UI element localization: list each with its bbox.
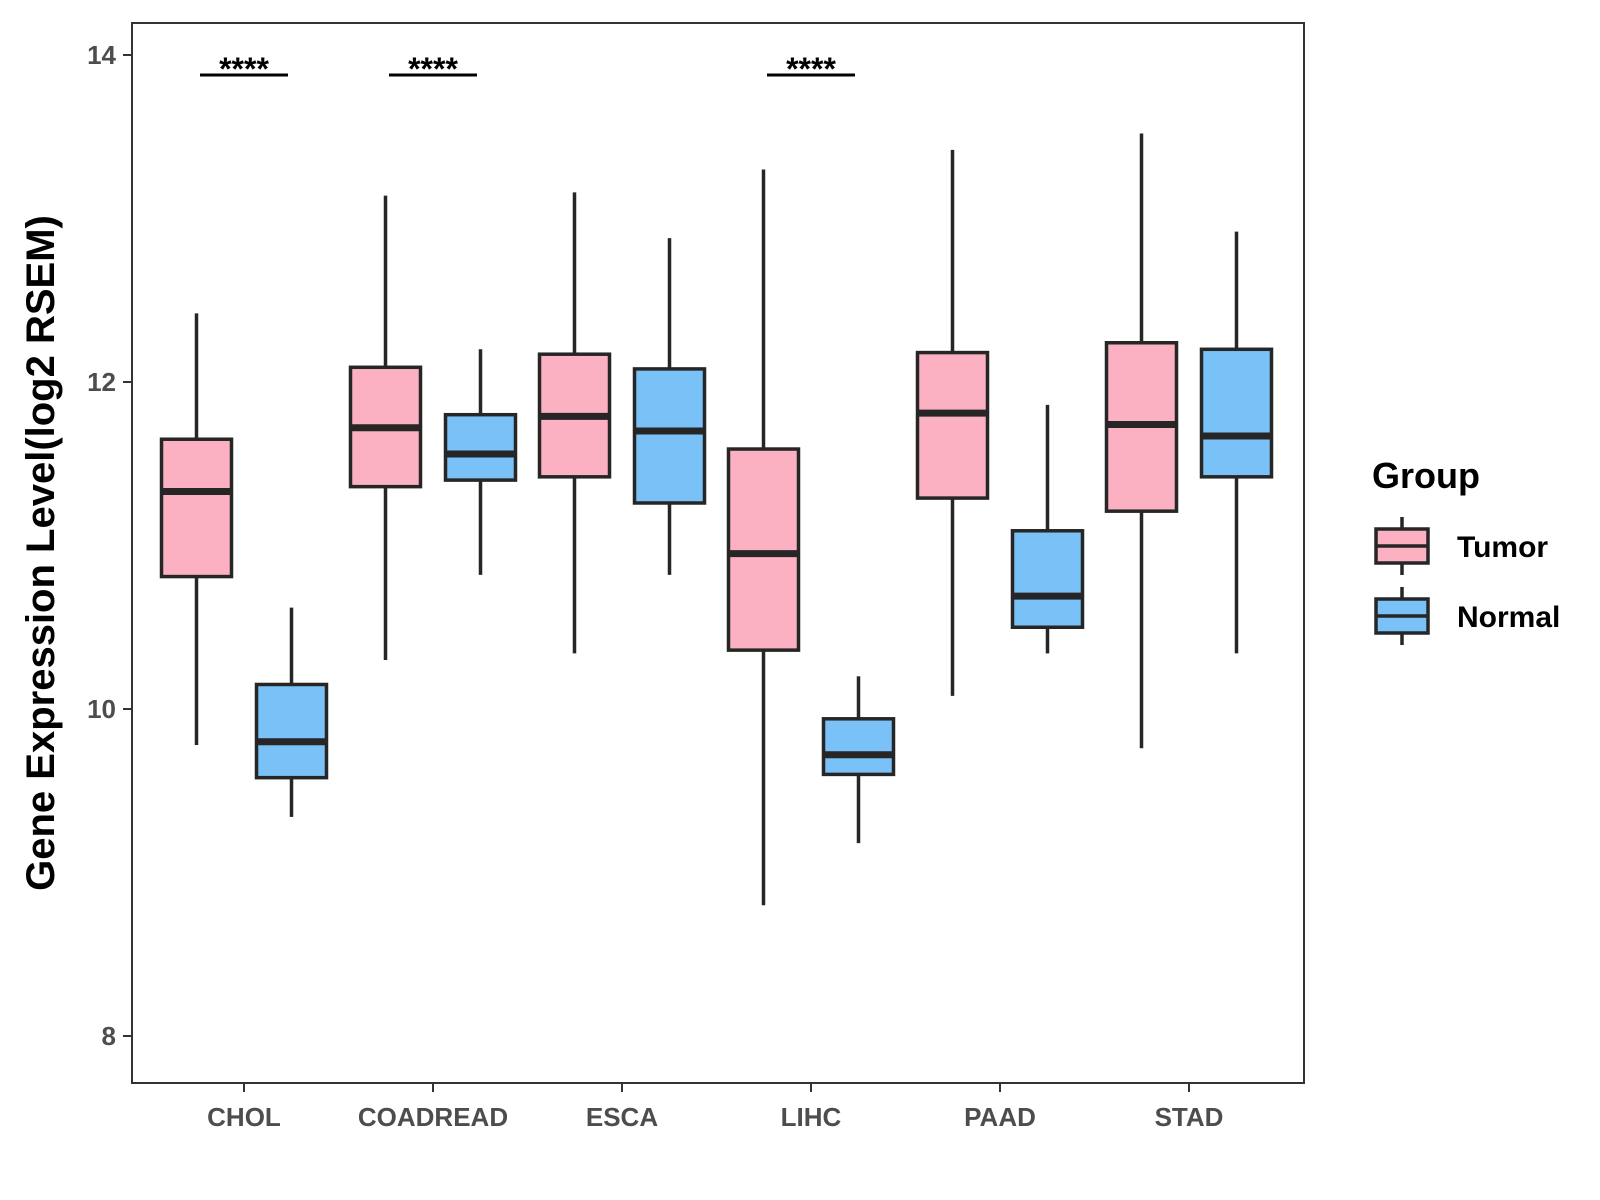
box-normal-chol: [254, 607, 329, 817]
legend-key-normal: [1374, 587, 1430, 645]
legend-item-tumor: Tumor: [1374, 517, 1548, 575]
legend-item-normal: Normal: [1374, 587, 1560, 645]
x-tick-label: ESCA: [586, 1102, 658, 1132]
legend-title: Group: [1372, 455, 1480, 496]
box-iqr: [1199, 347, 1274, 479]
box-iqr: [726, 447, 801, 652]
plot-content: **** **** ****: [159, 51, 1274, 906]
significance-lihc: ****: [767, 51, 855, 87]
box-tumor-coadread: [348, 195, 423, 660]
x-axis: CHOL COADREAD ESCA LIHC PAAD STAD: [207, 1083, 1223, 1132]
x-tick-label: PAAD: [964, 1102, 1036, 1132]
box-iqr: [632, 367, 707, 505]
x-tick-label: CHOL: [207, 1102, 281, 1132]
box-tumor-lihc: [726, 169, 801, 906]
box-tumor-esca: [537, 192, 612, 654]
significance-coadread: ****: [389, 51, 477, 87]
box-normal-paad: [1010, 404, 1085, 654]
significance-label: ****: [219, 51, 269, 87]
y-tick-label: 12: [87, 367, 116, 397]
box-tumor-stad: [1104, 133, 1179, 749]
legend-label: Normal: [1457, 601, 1560, 634]
box-tumor-paad: [915, 149, 990, 696]
significance-label: ****: [408, 51, 458, 87]
y-tick-label: 10: [87, 694, 116, 724]
legend-label: Tumor: [1457, 531, 1548, 564]
box-normal-esca: [632, 238, 707, 575]
x-tick-label: LIHC: [781, 1102, 842, 1132]
y-tick-label: 8: [102, 1021, 116, 1051]
legend-key-tumor: [1374, 517, 1430, 575]
box-iqr: [821, 717, 896, 777]
box-normal-lihc: [821, 676, 896, 844]
x-tick-label: COADREAD: [358, 1102, 508, 1132]
y-axis: 8 10 12 14: [87, 40, 132, 1051]
box-iqr: [254, 682, 329, 780]
significance-label: ****: [786, 51, 836, 87]
y-tick-label: 14: [87, 40, 116, 70]
box-normal-stad: [1199, 231, 1274, 654]
box-iqr: [443, 412, 518, 482]
box-iqr: [1010, 529, 1085, 629]
plot-panel-border: [131, 22, 1305, 1084]
box-iqr: [159, 437, 234, 579]
box-iqr: [915, 350, 990, 500]
y-axis-title: Gene Expression Level(log2 RSEM): [19, 215, 63, 891]
x-tick-label: STAD: [1155, 1102, 1224, 1132]
significance-chol: ****: [200, 51, 288, 87]
box-normal-coadread: [443, 349, 518, 575]
legend: Group Tumor Normal: [1372, 455, 1560, 645]
box-tumor-chol: [159, 313, 234, 745]
